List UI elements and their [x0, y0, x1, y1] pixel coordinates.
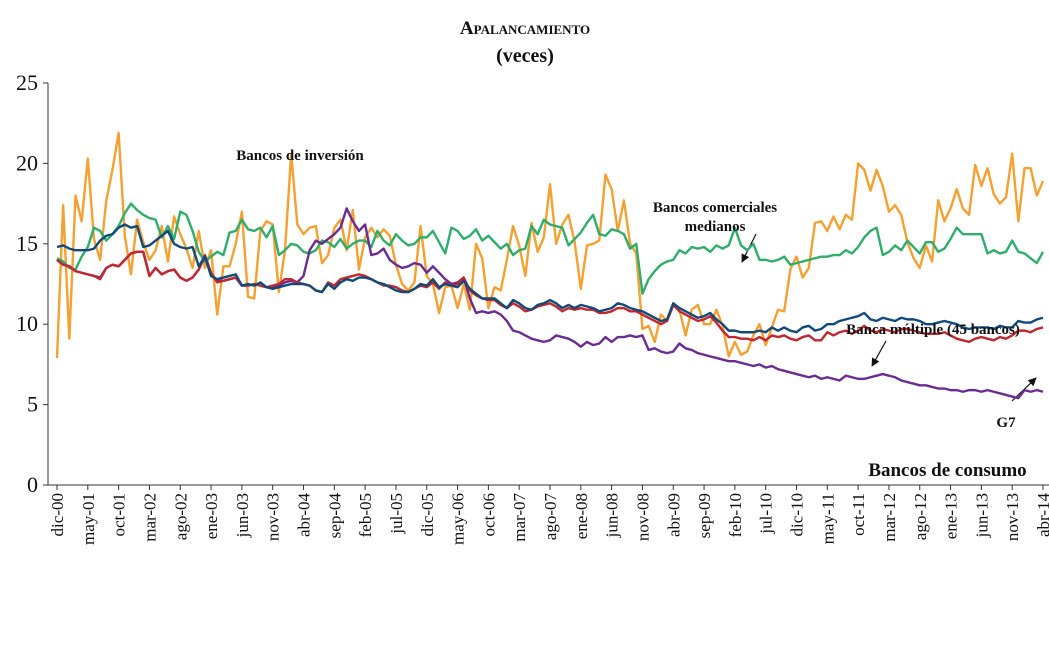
x-tick-label: oct-06: [479, 493, 498, 536]
x-tick-label: may-06: [449, 493, 468, 545]
x-tick-label: ago-02: [171, 493, 190, 540]
series-line: [56, 223, 1044, 334]
x-tick-label: mar-12: [880, 493, 899, 542]
y-tick-label: 25: [16, 70, 38, 95]
series-label: G7: [996, 415, 1016, 431]
x-tick-label: ene-13: [942, 493, 961, 539]
x-tick-label: may-01: [79, 493, 98, 545]
x-tick-label: oct-01: [110, 493, 129, 536]
y-tick-label: 10: [16, 311, 38, 336]
y-tick-label: 15: [16, 231, 38, 256]
y-tick-label: 5: [27, 392, 38, 417]
x-tick-label: abr-09: [664, 493, 683, 537]
series-label: Banca múltiple (45 bancos): [846, 322, 1020, 338]
chart-subtitle: (veces): [496, 45, 554, 67]
series-line: [56, 250, 1044, 344]
x-tick-label: nov-13: [1003, 493, 1022, 541]
y-tick-label: 20: [16, 150, 38, 175]
x-tick-label: dic-10: [788, 493, 807, 536]
x-tick-label: ene-08: [572, 493, 591, 539]
chart-title: Apalancamiento: [460, 18, 590, 39]
series-label: Bancos de inversión: [236, 148, 364, 164]
x-tick-label: sep-04: [325, 493, 344, 539]
x-tick-label: ene-03: [202, 493, 221, 539]
x-tick-label: nov-08: [633, 493, 652, 541]
x-tick-label: nov-03: [264, 493, 283, 541]
x-tick-label: sep-09: [695, 493, 714, 538]
x-tick-label: mar-02: [140, 493, 159, 542]
series-label: Bancos comerciales medianos: [652, 200, 778, 235]
x-tick-label: mar-07: [510, 493, 529, 542]
x-tick-label: may-11: [818, 493, 837, 544]
x-tick-label: ago-12: [911, 493, 930, 540]
x-tick-label: jul-10: [757, 493, 776, 535]
x-tick-label: feb-05: [356, 493, 375, 537]
series-label: Bancos de consumo: [868, 460, 1027, 481]
y-tick-label: 0: [27, 472, 38, 497]
x-tick-label: ago-07: [541, 493, 560, 541]
x-tick-label: abr-04: [295, 493, 314, 538]
x-tick-label: jul-05: [387, 493, 406, 535]
x-tick-label: oct-11: [849, 493, 868, 536]
x-tick-label: jun-03: [233, 493, 252, 538]
x-tick-label: abr-14: [1034, 493, 1049, 538]
x-tick-label: dic-00: [48, 493, 67, 536]
annotation-arrow: [871, 340, 887, 367]
x-tick-label: jun-08: [603, 493, 622, 538]
x-tick-label: feb-10: [726, 493, 745, 537]
x-tick-label: dic-05: [418, 493, 437, 536]
series-line: [56, 202, 1045, 295]
x-tick-label: jun-13: [972, 493, 991, 538]
